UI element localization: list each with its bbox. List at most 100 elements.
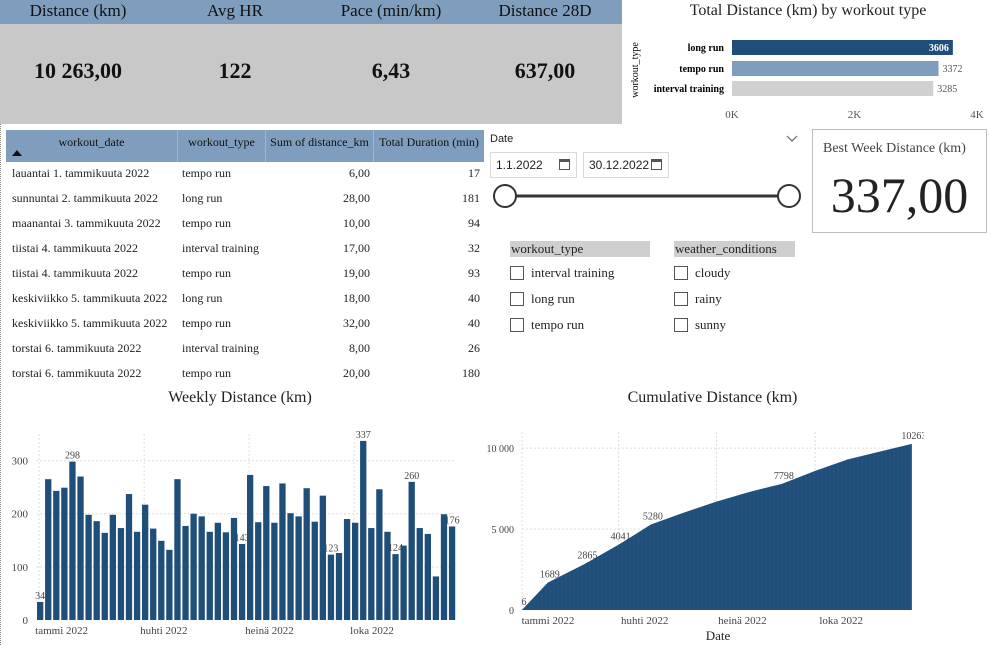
bar-1[interactable]: [732, 61, 939, 76]
bar[interactable]: [247, 474, 254, 620]
bar[interactable]: [230, 517, 238, 620]
bar[interactable]: [125, 494, 133, 620]
bar[interactable]: [61, 487, 68, 620]
slicer-item-long-run[interactable]: long run: [510, 291, 650, 309]
bar[interactable]: [311, 521, 318, 620]
data-label: 10263: [901, 431, 924, 442]
checkbox[interactable]: [674, 292, 688, 306]
bar[interactable]: [85, 514, 92, 620]
bar[interactable]: [263, 486, 270, 620]
bar[interactable]: [37, 601, 44, 620]
bar[interactable]: [335, 553, 343, 620]
calendar-icon[interactable]: [559, 159, 570, 170]
table-row[interactable]: keskiviikko 5. tammikuuta 2022 tempo run 3…: [6, 312, 484, 337]
bar[interactable]: [448, 526, 456, 620]
bar[interactable]: [238, 544, 246, 620]
checkbox[interactable]: [674, 318, 688, 332]
bar-0[interactable]: [732, 40, 953, 55]
bar[interactable]: [424, 533, 431, 620]
column-header-sum-distance[interactable]: Sum of distance_km: [266, 130, 374, 162]
cumulative-area[interactable]: [522, 443, 912, 610]
bar[interactable]: [327, 554, 335, 620]
bar[interactable]: [182, 525, 189, 620]
bar[interactable]: [360, 440, 367, 620]
bar[interactable]: [53, 490, 60, 620]
bar[interactable]: [295, 516, 302, 620]
slider-start-handle[interactable]: [493, 184, 517, 208]
bar[interactable]: [303, 488, 310, 620]
chevron-down-icon[interactable]: [786, 135, 798, 143]
bar[interactable]: [190, 513, 197, 620]
bar[interactable]: [150, 528, 157, 620]
date-end-input[interactable]: 30.12.2022: [583, 152, 669, 178]
bar[interactable]: [400, 545, 407, 620]
cell-workout-type: interval training: [182, 341, 259, 355]
bar[interactable]: [117, 528, 125, 620]
checkbox[interactable]: [510, 292, 524, 306]
bar[interactable]: [45, 479, 52, 620]
table-row[interactable]: tiistai 4. tammikuuta 2022 tempo run 19,00…: [6, 262, 484, 287]
table-row[interactable]: maanantai 3. tammikuuta 2022 tempo run 10,…: [6, 212, 484, 237]
cumulative-distance-chart[interactable]: 0 5 000 10 000 tammi 2022 huhti 2022 heinä 20…: [476, 412, 925, 644]
checkbox[interactable]: [510, 318, 524, 332]
bar[interactable]: [158, 540, 165, 620]
bar[interactable]: [69, 461, 76, 620]
date-start-input[interactable]: 1.1.2022: [490, 152, 577, 178]
table-row[interactable]: torstai 6. tammikuuta 2022 tempo run 20,00…: [6, 362, 484, 384]
bar[interactable]: [77, 476, 84, 620]
column-header-total-duration[interactable]: Total Duration (min): [379, 135, 479, 149]
bar[interactable]: [368, 528, 375, 620]
table-row[interactable]: sunnuntai 2. tammikuuta 2022 long run 28,0…: [6, 187, 484, 212]
column-header-workout-date[interactable]: workout_date: [6, 130, 178, 162]
slider-end-handle[interactable]: [777, 184, 801, 208]
cell-distance: 18,00: [343, 291, 370, 305]
bar[interactable]: [174, 479, 181, 620]
bar[interactable]: [376, 489, 383, 620]
data-label: 5280: [643, 512, 663, 523]
date-range-slider[interactable]: [492, 183, 802, 209]
bar[interactable]: [432, 576, 440, 620]
bar[interactable]: [101, 532, 108, 620]
bar[interactable]: [352, 522, 359, 620]
bar[interactable]: [93, 521, 100, 620]
column-header-workout-type[interactable]: workout_type: [178, 130, 266, 162]
slicer-item-cloudy[interactable]: cloudy: [674, 265, 794, 283]
table-row[interactable]: tiistai 4. tammikuuta 2022 interval train…: [6, 237, 484, 262]
table-row[interactable]: torstai 6. tammikuuta 2022 interval train…: [6, 337, 484, 362]
sort-ascending-icon[interactable]: [12, 149, 22, 156]
bar[interactable]: [279, 483, 286, 620]
checkbox[interactable]: [674, 266, 688, 280]
bar[interactable]: [319, 495, 326, 620]
bar[interactable]: [408, 481, 415, 620]
bar[interactable]: [133, 531, 141, 620]
bar[interactable]: [142, 504, 149, 620]
bar[interactable]: [392, 554, 399, 620]
workout-table[interactable]: workout_date workout_type Sum of distanc…: [6, 130, 484, 384]
slicer-item-tempo-run[interactable]: tempo run: [510, 317, 650, 335]
y-tick-label: 0: [23, 615, 29, 627]
checkbox[interactable]: [510, 266, 524, 280]
bar[interactable]: [271, 522, 278, 620]
slicer-item-sunny[interactable]: sunny: [674, 317, 794, 335]
bar[interactable]: [222, 532, 230, 620]
bar[interactable]: [384, 531, 391, 620]
bar-2[interactable]: [732, 81, 934, 96]
bar[interactable]: [440, 514, 448, 620]
bar[interactable]: [287, 513, 294, 620]
bar[interactable]: [214, 522, 221, 620]
calendar-icon[interactable]: [651, 159, 662, 170]
bar[interactable]: [255, 522, 262, 620]
slicer-item-rainy[interactable]: rainy: [674, 291, 794, 309]
table-row[interactable]: lauantai 1. tammikuuta 2022 tempo run 6,00…: [6, 162, 484, 187]
workout-type-bar-chart[interactable]: workout_type long run 3606 tempo run 3372 int…: [622, 26, 991, 124]
bar[interactable]: [109, 514, 116, 620]
bar[interactable]: [206, 531, 213, 620]
bar[interactable]: [416, 528, 423, 620]
bar[interactable]: [198, 516, 205, 620]
x-tick-label: tammi 2022: [35, 625, 88, 637]
bar[interactable]: [166, 549, 173, 620]
bar[interactable]: [343, 519, 351, 620]
table-row[interactable]: keskiviikko 5. tammikuuta 2022 long run 18…: [6, 287, 484, 312]
slicer-item-interval-training[interactable]: interval training: [510, 265, 650, 283]
weekly-distance-chart[interactable]: 0 100 200 300 tammi 2022 huhti 2022 heinä 2022…: [6, 412, 462, 644]
